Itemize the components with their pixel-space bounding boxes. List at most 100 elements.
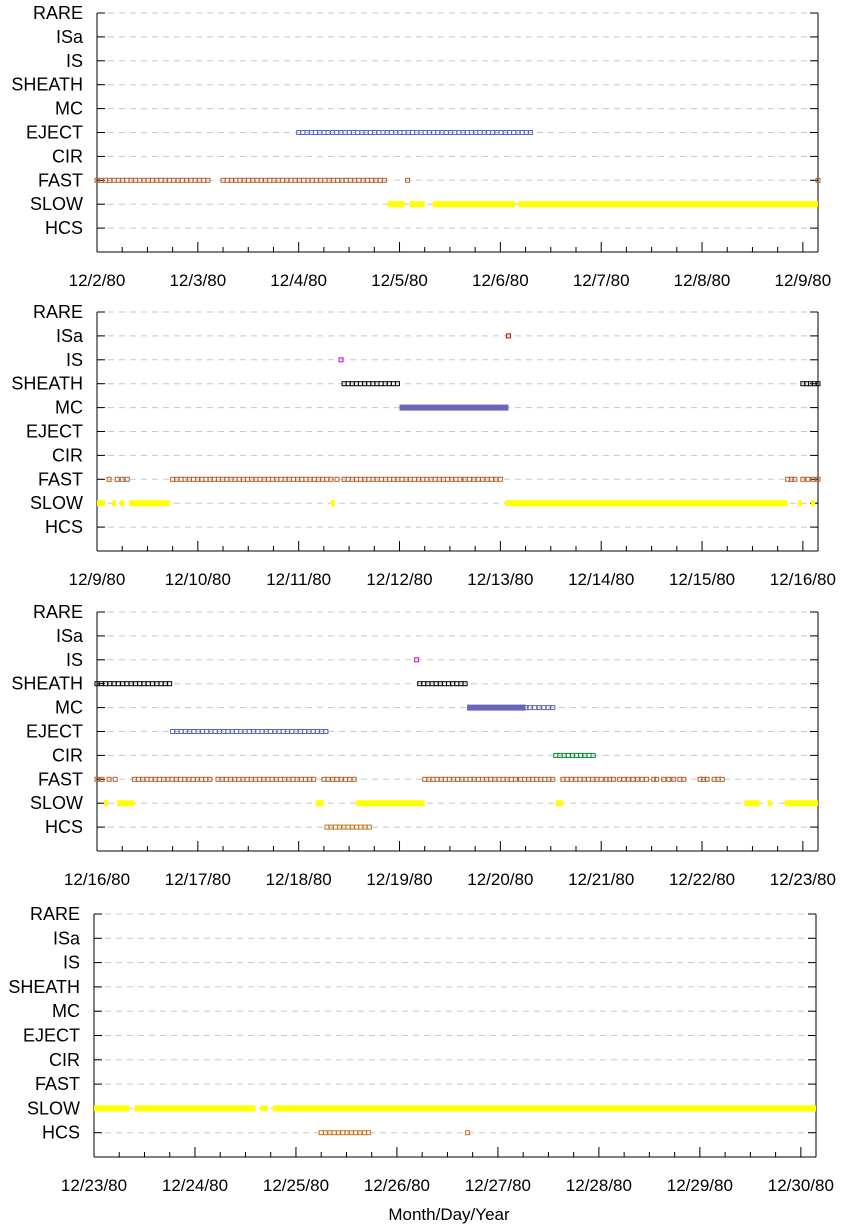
panel-3-event-fast: [603, 776, 616, 782]
panel-1-xtick-label: 12/6/80: [472, 271, 529, 290]
panel-2-category-label-is: IS: [66, 350, 83, 370]
panel-4-event-hcs: [318, 1130, 372, 1136]
panel-2-event-mc: [399, 404, 509, 411]
panel-2-xtick-label: 12/15/80: [669, 570, 735, 589]
panel-3-event-fast: [518, 776, 556, 782]
panel-2-event-slow: [112, 500, 117, 507]
panel-3-event-slow: [555, 800, 563, 807]
panel-3-event-slow: [784, 800, 818, 807]
panel-3-category-label-sheath: SHEATH: [11, 674, 83, 694]
panel-4-category-label-eject: EJECT: [23, 1026, 80, 1046]
panel-3-category-label-is: IS: [66, 650, 83, 670]
panel-2-category-label-cir: CIR: [52, 445, 83, 465]
panel-2-event-fast: [170, 476, 334, 482]
panel-1-xtick-label: 12/3/80: [169, 271, 226, 290]
panel-1-event-fast: [405, 177, 411, 183]
panel-3-category-label-isa: ISa: [56, 626, 84, 646]
panel-2-event-slow: [797, 500, 802, 507]
panel-4-xtick-label: 12/26/80: [364, 1176, 430, 1195]
panel-3-event-fast: [321, 776, 357, 782]
panel-2-event-fast: [462, 476, 503, 482]
panel-3-xtick-label: 12/21/80: [568, 870, 634, 889]
panel-1-category-label-fast: FAST: [38, 170, 83, 190]
panel-2-xtick-label: 12/12/80: [366, 570, 432, 589]
panel-3-event-hcs: [324, 824, 372, 830]
panel-4-xtick-label: 12/29/80: [667, 1176, 733, 1195]
panel-1-event-fast: [94, 177, 211, 183]
panel-2-category-label-rare: RARE: [33, 302, 83, 322]
panel-4-event-slow: [94, 1105, 130, 1112]
panel-1-xtick-label: 12/2/80: [69, 271, 126, 290]
panel-3-event-slow: [767, 800, 772, 807]
panel-3-event-slow: [744, 800, 760, 807]
panel-2-event-is: [338, 357, 344, 363]
panel-1-category-label-cir: CIR: [52, 146, 83, 166]
panel-3-category-label-rare: RARE: [33, 602, 83, 622]
panel-4-xtick-label: 12/27/80: [465, 1176, 531, 1195]
panel-4-xtick-label: 12/24/80: [162, 1176, 228, 1195]
panel-2-event-slow: [97, 500, 106, 507]
panel-2-event-fast: [785, 476, 798, 482]
panel-3-event-fast: [677, 776, 687, 782]
panel-4-xtick-label: 12/23/80: [61, 1176, 127, 1195]
panel-3-event-mc: [523, 705, 556, 711]
panel-2-event-fast: [114, 476, 130, 482]
panel-3-event-eject: [170, 729, 329, 734]
panel-4-event-slow: [134, 1105, 256, 1112]
panel-4-xtick-label: 12/25/80: [263, 1176, 329, 1195]
panel-1-event-fast: [815, 177, 821, 183]
panel-3-event-fast: [422, 776, 518, 782]
panel-2-category-label-isa: ISa: [56, 326, 84, 346]
panel-2-event-fast: [106, 476, 112, 482]
panel-2-event-sheath: [341, 381, 401, 387]
panel-1-category-label-rare: RARE: [33, 3, 83, 23]
panel-3-xtick-label: 12/20/80: [467, 870, 533, 889]
panel-1-event-fast: [220, 177, 387, 183]
panel-3-event-fast: [560, 776, 604, 782]
panel-1-xtick-label: 12/5/80: [371, 271, 428, 290]
panel-2-event-slow: [330, 500, 335, 507]
panel-2-xtick-label: 12/13/80: [467, 570, 533, 589]
panel-1-event-eject: [296, 130, 534, 135]
panel-4-category-label-isa: ISa: [53, 928, 81, 948]
panel-4-category-label-slow: SLOW: [27, 1098, 80, 1118]
panel-2-event-fast: [815, 476, 821, 482]
panel-4-event-slow: [272, 1105, 816, 1112]
panel-4-category-label-hcs: HCS: [42, 1123, 80, 1143]
panel-3-xtick-label: 12/18/80: [266, 870, 332, 889]
panel-2-event-fast: [800, 476, 816, 482]
panel-1-category-label-isa: ISa: [56, 27, 84, 47]
panel-2-xtick-label: 12/10/80: [165, 570, 231, 589]
panel-1-category-label-eject: EJECT: [26, 123, 83, 143]
panel-2-event-isa: [505, 333, 511, 339]
panel-2-event-sheath: [800, 381, 821, 387]
panel-2-category-label-eject: EJECT: [26, 422, 83, 442]
panel-3-event-is: [414, 657, 420, 663]
panel-3-event-fast: [616, 776, 650, 782]
panel-3-event-mc: [467, 704, 526, 711]
panel-3-event-fast: [131, 776, 213, 782]
panel-4-category-label-is: IS: [63, 953, 80, 973]
panel-1-category-label-sheath: SHEATH: [11, 75, 83, 95]
panel-3-event-sheath: [94, 681, 173, 687]
panel-3-event-cir: [553, 752, 596, 758]
panel-2-xtick-label: 12/16/80: [770, 570, 836, 589]
panel-2-category-label-fast: FAST: [38, 469, 83, 489]
panel-4-category-label-cir: CIR: [49, 1050, 80, 1070]
panel-2-event-slow: [505, 500, 788, 507]
panel-1-category-label-mc: MC: [55, 99, 83, 119]
panel-3-event-fast: [661, 776, 677, 782]
panel-3-xtick-label: 12/16/80: [64, 870, 130, 889]
panel-3-event-slow: [356, 800, 425, 807]
panel-4-xtick-label: 12/30/80: [768, 1176, 834, 1195]
panel-1-xtick-label: 12/8/80: [674, 271, 731, 290]
panel-3-event-sheath: [417, 681, 468, 687]
panel-4-xtick-label: 12/28/80: [566, 1176, 632, 1195]
panel-4-event-hcs: [465, 1130, 471, 1136]
panel-3-event-slow: [104, 800, 109, 807]
panel-3-category-label-fast: FAST: [38, 769, 83, 789]
panel-1-xtick-label: 12/9/80: [775, 271, 832, 290]
panel-3-event-fast: [94, 776, 105, 782]
panel-3-category-label-hcs: HCS: [45, 817, 83, 837]
panel-3-xtick-label: 12/19/80: [366, 870, 432, 889]
